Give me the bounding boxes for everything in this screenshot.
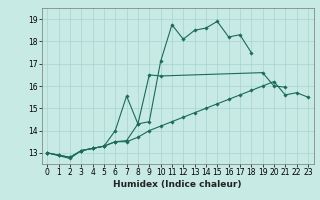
- X-axis label: Humidex (Indice chaleur): Humidex (Indice chaleur): [113, 180, 242, 189]
